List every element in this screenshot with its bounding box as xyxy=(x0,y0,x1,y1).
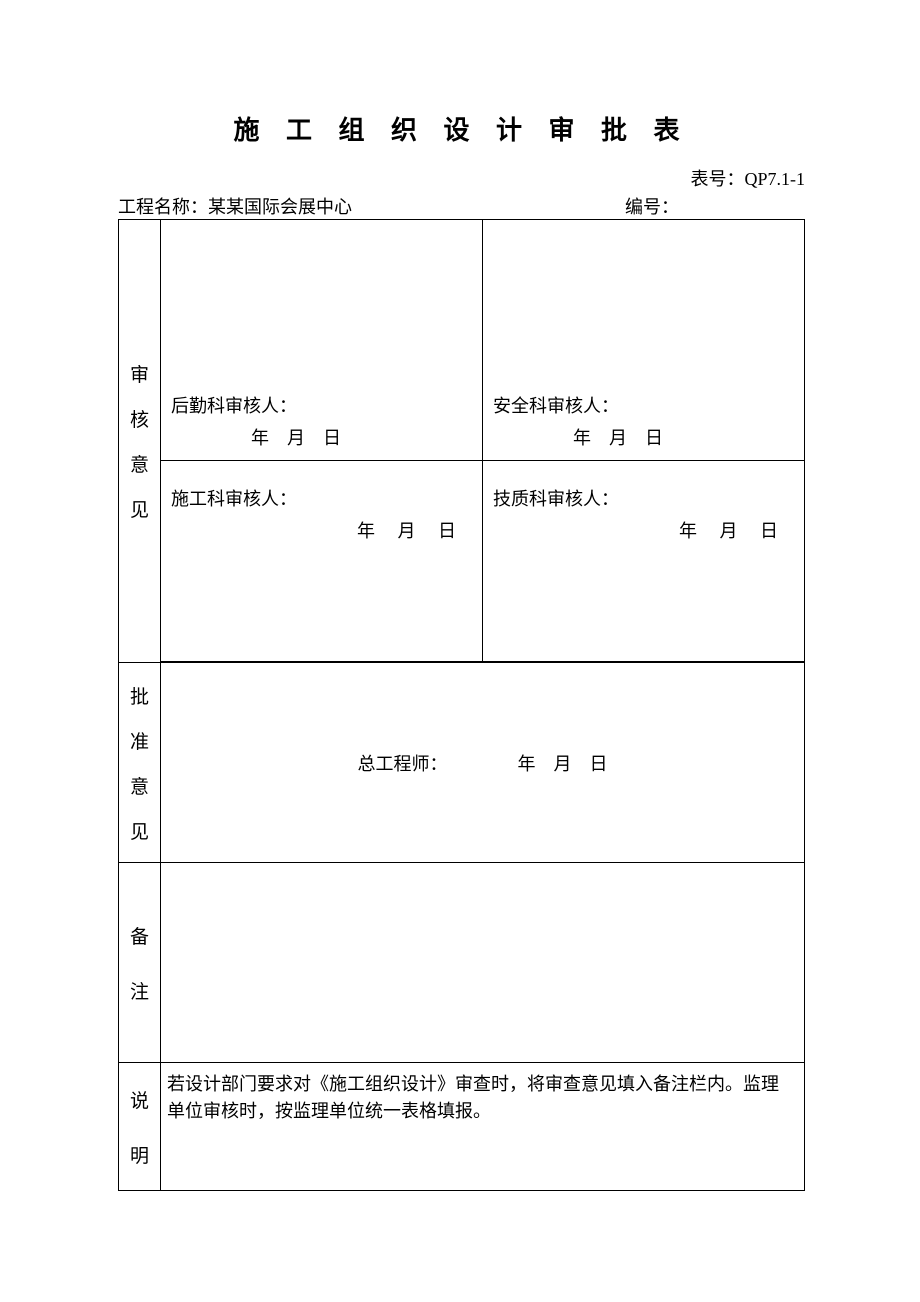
project-name: 某某国际会展中心 xyxy=(208,197,352,217)
approval-cell: 总工程师： 年 月 日 xyxy=(161,663,805,863)
label-char: 明 xyxy=(130,1141,149,1168)
table-number-row: 表号：QP7.1-1 xyxy=(118,165,805,191)
tech-cell: 技质科审核人： 年 月 日 xyxy=(483,461,804,661)
label-char: 意 xyxy=(130,772,149,799)
review-inner-table: 后勤科审核人： 年 月 日 安全科审核人： 年 月 日 施工 xyxy=(161,220,804,662)
label-char: 核 xyxy=(130,405,149,432)
label-char: 审 xyxy=(130,360,149,387)
label-review: 审 核 意 见 xyxy=(119,220,161,663)
safety-cell: 安全科审核人： 年 月 日 xyxy=(483,220,804,460)
label-char: 见 xyxy=(130,817,149,844)
logistics-date: 年 月 日 xyxy=(171,424,468,450)
label-remark: 备 注 xyxy=(119,863,161,1063)
tech-date: 年 月 日 xyxy=(493,517,786,543)
label-char: 意 xyxy=(130,450,149,477)
page-title: 施 工 组 织 设 计 审 批 表 xyxy=(118,110,805,147)
construction-cell: 施工科审核人： 年 月 日 xyxy=(161,461,482,661)
note-cell: 若设计部门要求对《施工组织设计》审查时，将审查意见填入备注栏内。监理单位审核时，… xyxy=(161,1063,805,1191)
table-number-label: 表号： xyxy=(690,169,744,189)
serial-label: 编号： xyxy=(625,197,679,217)
construction-date: 年 月 日 xyxy=(171,517,464,543)
label-char: 批 xyxy=(130,682,149,709)
label-char: 备 xyxy=(130,922,149,949)
label-approval: 批 准 意 见 xyxy=(119,663,161,863)
tech-signer: 技质科审核人： xyxy=(493,485,786,511)
logistics-cell: 后勤科审核人： 年 月 日 xyxy=(161,220,482,460)
table-number-value: QP7.1-1 xyxy=(744,169,805,189)
project-label: 工程名称： xyxy=(118,197,208,217)
approval-date: 年 月 日 xyxy=(518,750,608,776)
logistics-signer: 后勤科审核人： xyxy=(171,392,468,418)
safety-signer: 安全科审核人： xyxy=(493,392,790,418)
remark-cell xyxy=(161,863,805,1063)
label-note: 说 明 xyxy=(119,1063,161,1191)
label-char: 说 xyxy=(130,1086,149,1113)
chief-engineer-label: 总工程师： xyxy=(358,750,448,776)
approval-table: 审 核 意 见 后勤科审核人： 年 月 日 安全科审核人： xyxy=(118,219,805,1191)
label-char: 准 xyxy=(130,727,149,754)
project-row: 工程名称：某某国际会展中心 编号： xyxy=(118,193,805,219)
construction-signer: 施工科审核人： xyxy=(171,485,464,511)
label-char: 注 xyxy=(130,977,149,1004)
safety-date: 年 月 日 xyxy=(493,424,790,450)
label-char: 见 xyxy=(130,495,149,522)
